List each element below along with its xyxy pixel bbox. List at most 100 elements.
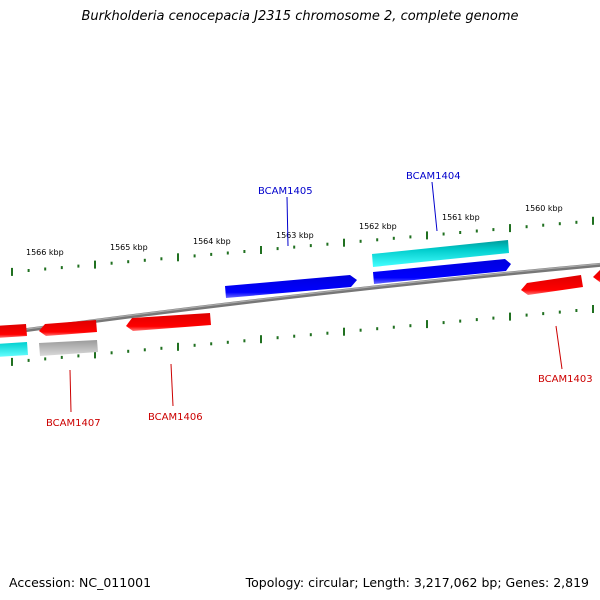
gene-arrow-bcam1407[interactable] bbox=[39, 320, 97, 336]
minor-tick bbox=[558, 222, 561, 226]
ruler-label: 1565 kbp bbox=[110, 243, 148, 252]
ruler-label: 1560 kbp bbox=[525, 204, 563, 213]
gene-arrow-bcam1405[interactable] bbox=[225, 275, 357, 298]
ruler-label: 1564 kbp bbox=[193, 237, 231, 246]
feature-bar-gray[interactable] bbox=[39, 340, 98, 356]
minor-tick bbox=[293, 245, 296, 249]
minor-tick bbox=[127, 260, 130, 264]
forward-genes bbox=[225, 259, 511, 298]
minor-tick bbox=[492, 228, 495, 232]
gene-arrow-bcam1403[interactable] bbox=[521, 275, 583, 295]
inner-tick-ruler bbox=[11, 305, 594, 366]
ruler-labels: 1566 kbp 1565 kbp 1564 kbp 1563 kbp 1562… bbox=[26, 204, 563, 257]
minor-tick bbox=[160, 257, 163, 261]
minor-tick bbox=[60, 266, 63, 270]
major-tick bbox=[592, 305, 594, 313]
minor-tick bbox=[525, 313, 528, 317]
genome-summary-text: Topology: circular; Length: 3,217,062 bp… bbox=[245, 575, 589, 590]
accession-text: Accession: NC_011001 bbox=[9, 575, 152, 590]
minor-tick bbox=[44, 357, 47, 361]
minor-tick bbox=[77, 264, 80, 268]
ruler-label: 1562 kbp bbox=[359, 222, 397, 231]
minor-tick bbox=[243, 250, 246, 253]
minor-tick bbox=[558, 310, 561, 314]
minor-tick bbox=[376, 327, 379, 331]
minor-tick bbox=[226, 340, 229, 344]
minor-tick bbox=[309, 333, 312, 337]
major-tick bbox=[426, 231, 428, 240]
minor-tick bbox=[359, 239, 362, 243]
major-tick bbox=[509, 312, 511, 321]
major-tick bbox=[11, 267, 13, 276]
minor-tick bbox=[210, 252, 213, 256]
minor-tick bbox=[276, 336, 279, 340]
minor-tick bbox=[27, 358, 30, 362]
minor-tick bbox=[459, 231, 462, 234]
gene-arrow-left-edge[interactable] bbox=[0, 324, 27, 338]
minor-tick bbox=[392, 236, 395, 240]
rna-bar-left-edge[interactable] bbox=[0, 342, 28, 357]
minor-tick bbox=[409, 324, 412, 328]
minor-tick bbox=[326, 331, 329, 335]
minor-tick bbox=[27, 269, 30, 272]
major-tick bbox=[260, 246, 262, 254]
minor-tick bbox=[392, 325, 395, 329]
minor-tick bbox=[44, 267, 47, 271]
minor-tick bbox=[575, 220, 578, 224]
minor-tick bbox=[376, 238, 379, 242]
minor-tick bbox=[193, 343, 196, 347]
minor-tick bbox=[326, 242, 329, 246]
minor-tick bbox=[309, 244, 312, 248]
minor-tick bbox=[359, 328, 362, 332]
minor-tick bbox=[143, 258, 146, 262]
minor-tick bbox=[293, 334, 296, 338]
minor-tick bbox=[110, 261, 113, 265]
major-tick bbox=[11, 357, 13, 366]
minor-tick bbox=[542, 312, 545, 316]
rna-bar-bcam1404[interactable] bbox=[372, 240, 509, 267]
minor-tick bbox=[160, 346, 163, 350]
reverse-genes bbox=[0, 269, 600, 338]
gene-label-bcam1403[interactable]: BCAM1403 bbox=[538, 374, 593, 385]
ruler-label: 1563 kbp bbox=[276, 231, 314, 240]
major-tick bbox=[426, 320, 428, 329]
minor-tick bbox=[127, 349, 130, 353]
major-tick bbox=[94, 350, 96, 359]
major-tick bbox=[260, 335, 262, 344]
minor-tick bbox=[575, 309, 578, 312]
major-tick bbox=[177, 342, 179, 351]
ruler-label: 1561 kbp bbox=[442, 213, 480, 222]
major-tick bbox=[94, 260, 96, 269]
minor-tick bbox=[475, 318, 478, 322]
minor-tick bbox=[525, 225, 528, 229]
major-tick bbox=[509, 224, 511, 233]
major-tick bbox=[592, 216, 594, 225]
minor-tick bbox=[210, 342, 213, 346]
gene-label-bcam1407[interactable]: BCAM1407 bbox=[46, 418, 101, 429]
gene-label-bcam1405[interactable]: BCAM1405 bbox=[258, 186, 313, 197]
minor-tick bbox=[226, 251, 229, 255]
gene-labels: BCAM1405 BCAM1404 BCAM1407 BCAM1406 BCAM… bbox=[46, 171, 593, 429]
minor-tick bbox=[442, 321, 445, 325]
minor-tick bbox=[60, 355, 63, 359]
gene-arrow-bcam1406[interactable] bbox=[126, 313, 211, 331]
gene-arrow-right-edge[interactable] bbox=[593, 269, 600, 283]
outer-tick-ruler bbox=[11, 216, 594, 276]
gene-label-bcam1406[interactable]: BCAM1406 bbox=[148, 412, 203, 423]
minor-tick bbox=[110, 351, 113, 355]
major-tick bbox=[177, 253, 179, 262]
minor-tick bbox=[475, 229, 478, 233]
minor-tick bbox=[77, 354, 80, 358]
gene-callouts bbox=[69, 181, 563, 413]
minor-tick bbox=[193, 254, 196, 258]
major-tick bbox=[343, 238, 345, 247]
minor-tick bbox=[409, 235, 412, 239]
minor-tick bbox=[276, 247, 279, 251]
gene-arrow-bcam1404[interactable] bbox=[373, 259, 511, 284]
minor-tick bbox=[442, 232, 445, 236]
major-tick bbox=[343, 327, 345, 336]
gene-label-bcam1404[interactable]: BCAM1404 bbox=[406, 171, 461, 182]
minor-tick bbox=[542, 223, 545, 227]
minor-tick bbox=[459, 319, 462, 323]
